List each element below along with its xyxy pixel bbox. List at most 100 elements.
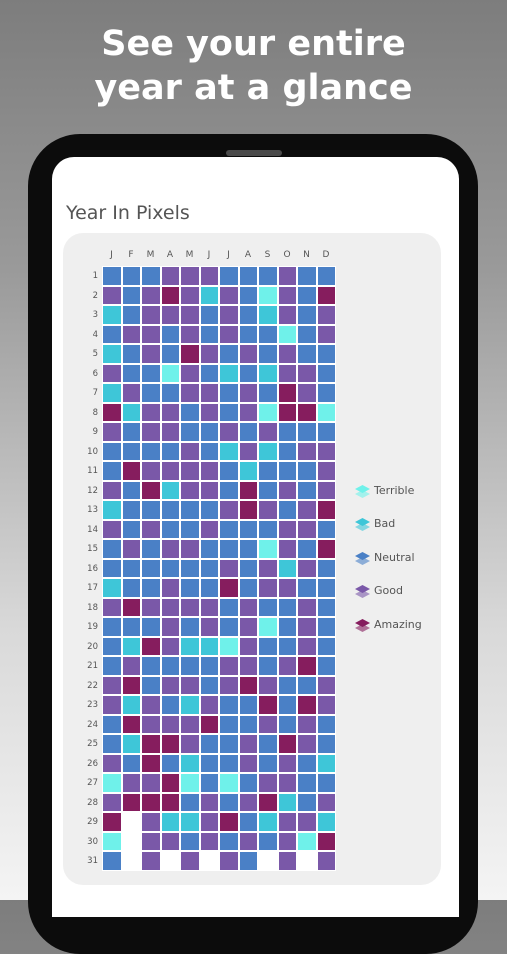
day-pixel[interactable] — [238, 734, 258, 754]
day-pixel[interactable] — [297, 597, 317, 617]
day-pixel[interactable] — [102, 461, 122, 481]
day-pixel[interactable] — [121, 695, 141, 715]
day-pixel[interactable] — [316, 461, 336, 481]
day-pixel[interactable] — [277, 812, 297, 832]
day-pixel[interactable] — [258, 656, 278, 676]
day-pixel[interactable] — [297, 539, 317, 559]
day-pixel[interactable] — [141, 753, 161, 773]
day-pixel[interactable] — [316, 675, 336, 695]
day-pixel[interactable] — [121, 383, 141, 403]
day-pixel[interactable] — [219, 285, 239, 305]
day-pixel[interactable] — [160, 831, 180, 851]
day-pixel[interactable] — [277, 344, 297, 364]
day-pixel[interactable] — [199, 714, 219, 734]
day-pixel[interactable] — [180, 266, 200, 286]
day-pixel[interactable] — [238, 363, 258, 383]
day-pixel[interactable] — [297, 753, 317, 773]
day-pixel[interactable] — [102, 344, 122, 364]
day-pixel[interactable] — [180, 480, 200, 500]
day-pixel[interactable] — [121, 266, 141, 286]
day-pixel[interactable] — [238, 500, 258, 520]
day-pixel[interactable] — [277, 324, 297, 344]
day-pixel[interactable] — [297, 363, 317, 383]
day-pixel[interactable] — [277, 402, 297, 422]
day-pixel[interactable] — [238, 636, 258, 656]
day-pixel[interactable] — [102, 812, 122, 832]
day-pixel[interactable] — [258, 773, 278, 793]
day-pixel[interactable] — [121, 812, 141, 832]
day-pixel[interactable] — [160, 734, 180, 754]
day-pixel[interactable] — [199, 831, 219, 851]
day-pixel[interactable] — [316, 539, 336, 559]
day-pixel[interactable] — [316, 480, 336, 500]
day-pixel[interactable] — [258, 753, 278, 773]
day-pixel[interactable] — [258, 480, 278, 500]
day-pixel[interactable] — [258, 383, 278, 403]
day-pixel[interactable] — [199, 344, 219, 364]
day-pixel[interactable] — [121, 285, 141, 305]
day-pixel[interactable] — [258, 695, 278, 715]
day-pixel[interactable] — [121, 422, 141, 442]
day-pixel[interactable] — [219, 812, 239, 832]
day-pixel[interactable] — [219, 324, 239, 344]
day-pixel[interactable] — [277, 636, 297, 656]
day-pixel[interactable] — [199, 812, 219, 832]
day-pixel[interactable] — [199, 519, 219, 539]
day-pixel[interactable] — [121, 558, 141, 578]
day-pixel[interactable] — [121, 656, 141, 676]
day-pixel[interactable] — [180, 285, 200, 305]
day-pixel[interactable] — [277, 675, 297, 695]
day-pixel[interactable] — [258, 363, 278, 383]
day-pixel[interactable] — [160, 851, 180, 871]
day-pixel[interactable] — [258, 636, 278, 656]
day-pixel[interactable] — [160, 617, 180, 637]
day-pixel[interactable] — [102, 831, 122, 851]
day-pixel[interactable] — [258, 578, 278, 598]
day-pixel[interactable] — [102, 383, 122, 403]
day-pixel[interactable] — [141, 500, 161, 520]
day-pixel[interactable] — [258, 402, 278, 422]
day-pixel[interactable] — [219, 422, 239, 442]
day-pixel[interactable] — [316, 558, 336, 578]
day-pixel[interactable] — [160, 675, 180, 695]
day-pixel[interactable] — [160, 656, 180, 676]
day-pixel[interactable] — [121, 597, 141, 617]
day-pixel[interactable] — [121, 500, 141, 520]
day-pixel[interactable] — [141, 831, 161, 851]
day-pixel[interactable] — [297, 305, 317, 325]
day-pixel[interactable] — [219, 500, 239, 520]
day-pixel[interactable] — [219, 753, 239, 773]
day-pixel[interactable] — [141, 558, 161, 578]
day-pixel[interactable] — [199, 285, 219, 305]
day-pixel[interactable] — [277, 539, 297, 559]
day-pixel[interactable] — [102, 305, 122, 325]
day-pixel[interactable] — [277, 500, 297, 520]
day-pixel[interactable] — [102, 422, 122, 442]
day-pixel[interactable] — [316, 792, 336, 812]
day-pixel[interactable] — [180, 539, 200, 559]
day-pixel[interactable] — [180, 597, 200, 617]
day-pixel[interactable] — [199, 773, 219, 793]
day-pixel[interactable] — [102, 714, 122, 734]
day-pixel[interactable] — [180, 695, 200, 715]
day-pixel[interactable] — [316, 402, 336, 422]
day-pixel[interactable] — [258, 558, 278, 578]
day-pixel[interactable] — [141, 266, 161, 286]
day-pixel[interactable] — [238, 656, 258, 676]
day-pixel[interactable] — [297, 773, 317, 793]
day-pixel[interactable] — [141, 636, 161, 656]
day-pixel[interactable] — [199, 324, 219, 344]
day-pixel[interactable] — [238, 519, 258, 539]
day-pixel[interactable] — [102, 266, 122, 286]
day-pixel[interactable] — [219, 734, 239, 754]
day-pixel[interactable] — [160, 597, 180, 617]
day-pixel[interactable] — [160, 441, 180, 461]
day-pixel[interactable] — [277, 363, 297, 383]
day-pixel[interactable] — [277, 441, 297, 461]
day-pixel[interactable] — [277, 558, 297, 578]
day-pixel[interactable] — [219, 831, 239, 851]
day-pixel[interactable] — [160, 773, 180, 793]
day-pixel[interactable] — [316, 422, 336, 442]
day-pixel[interactable] — [316, 753, 336, 773]
day-pixel[interactable] — [180, 422, 200, 442]
